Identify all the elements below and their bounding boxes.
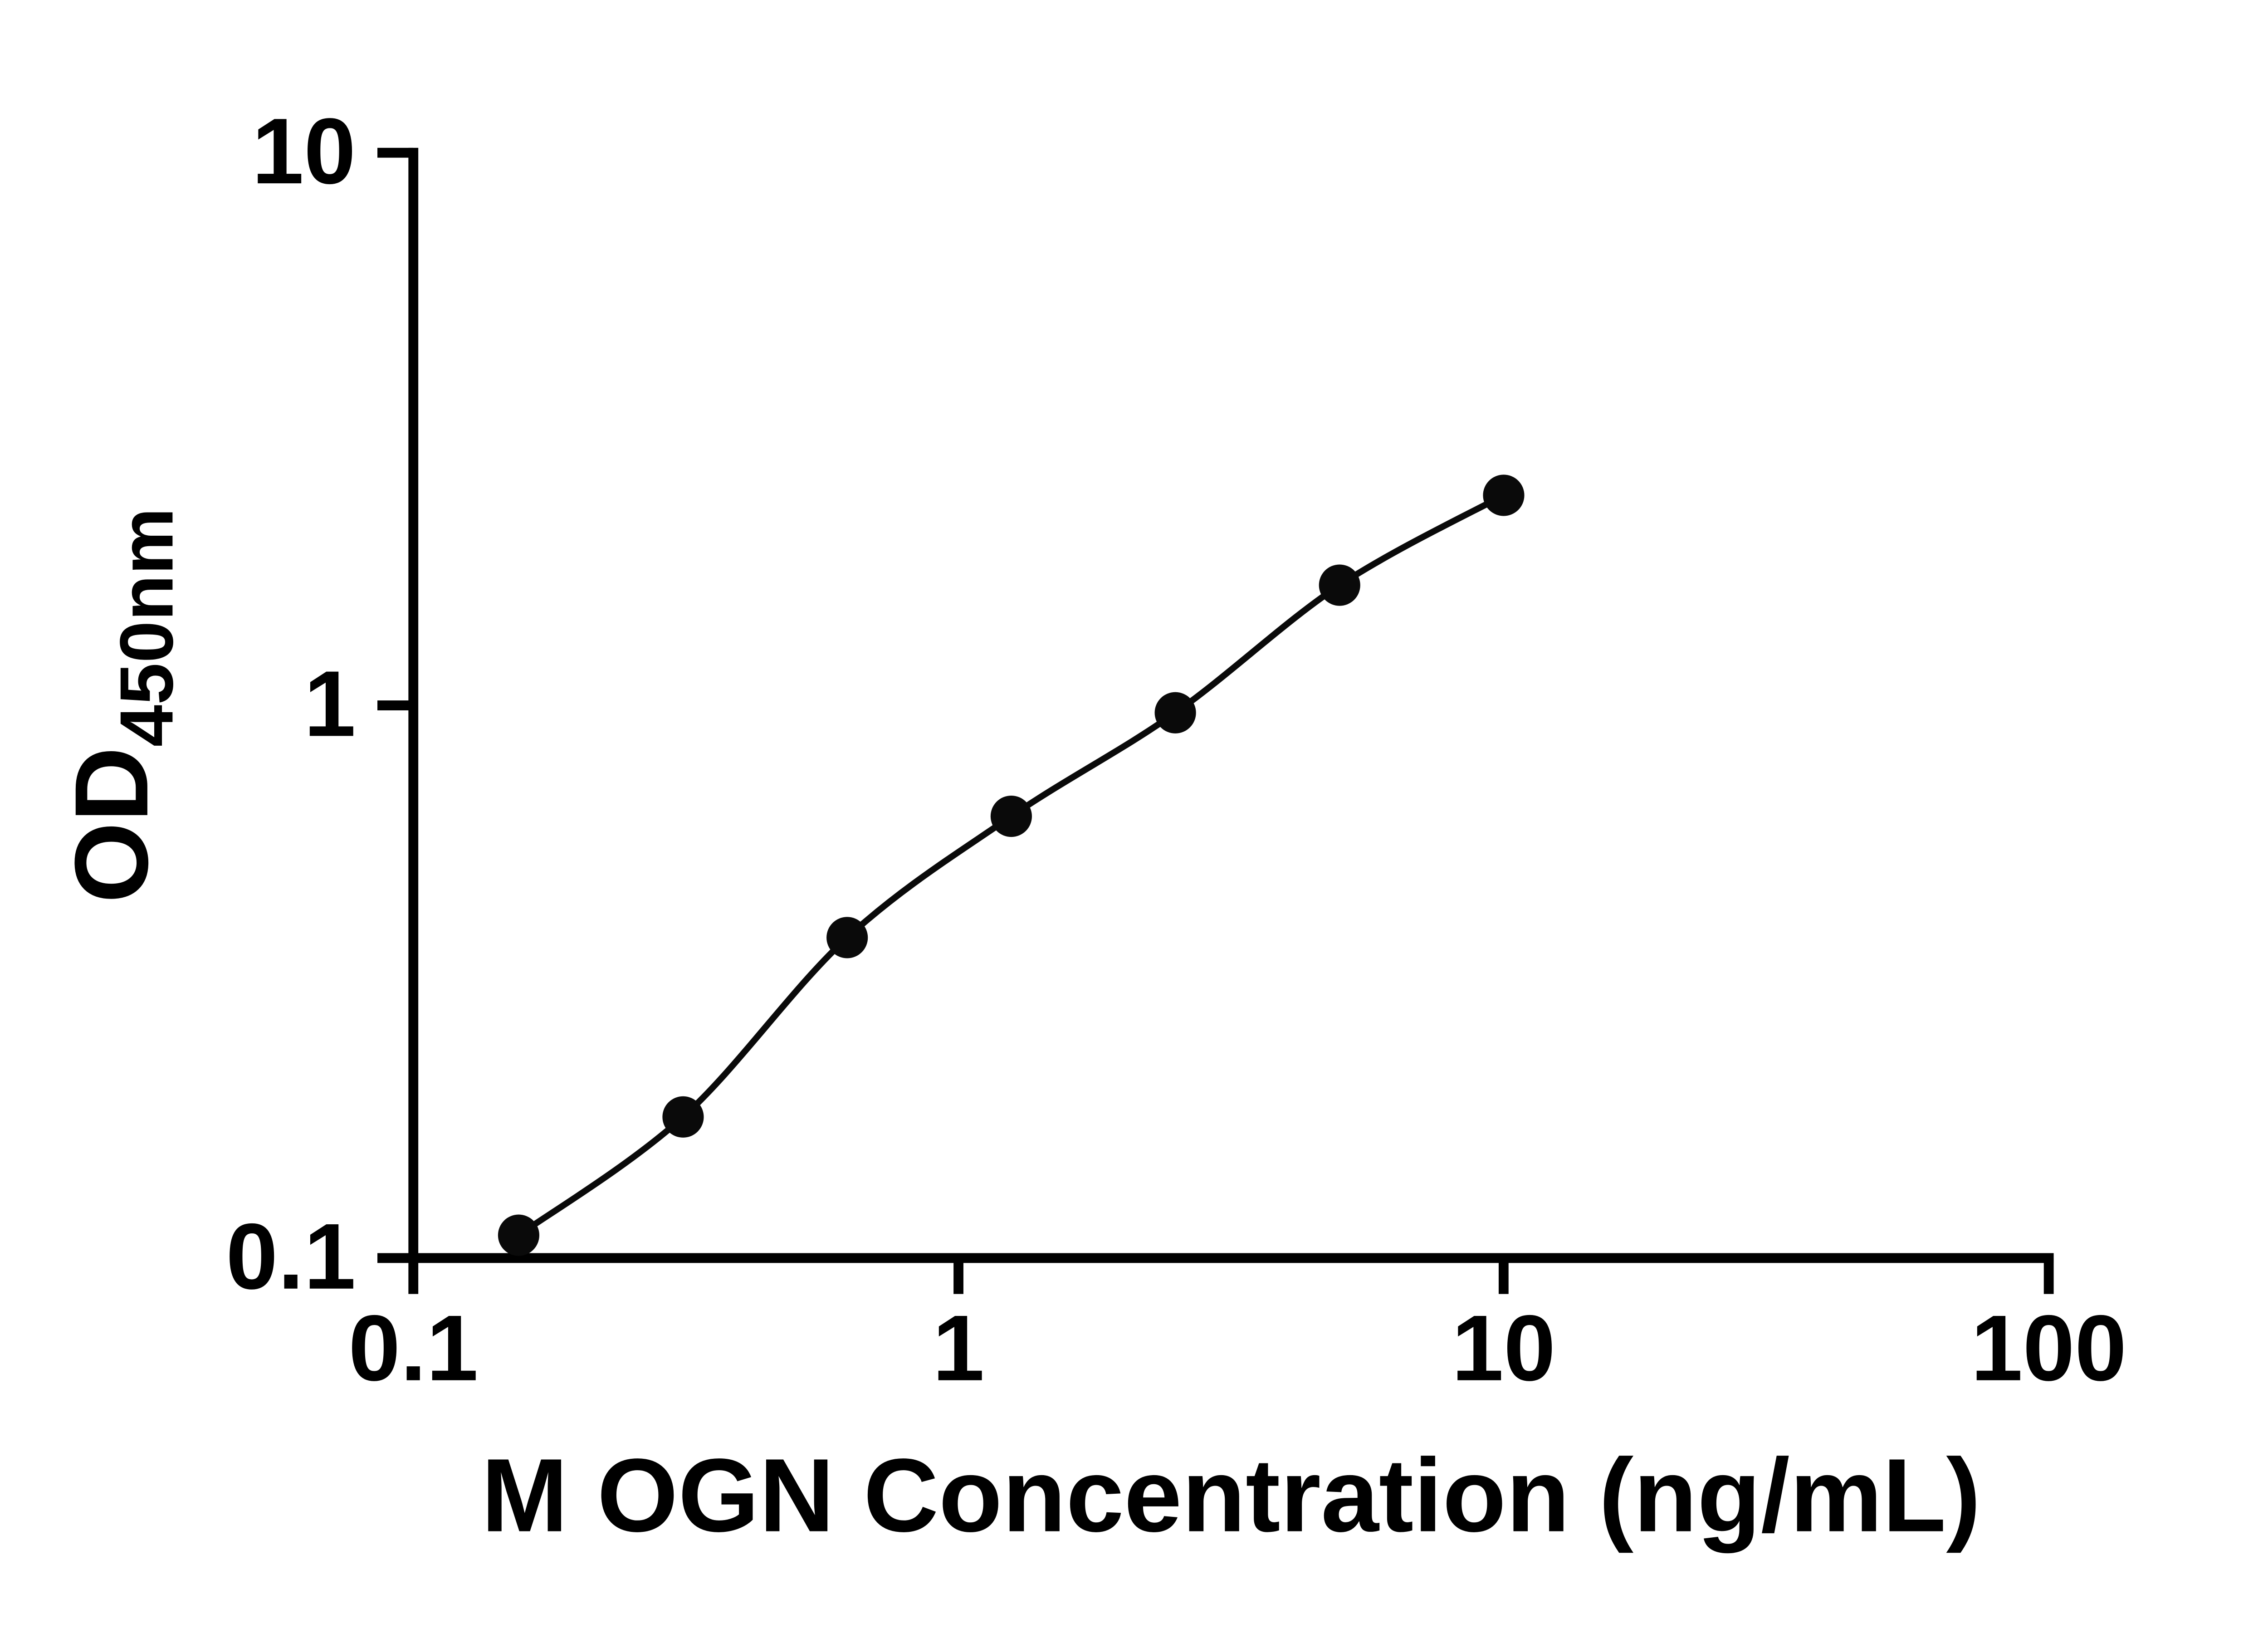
x-tick-label: 1: [933, 1296, 985, 1400]
data-point: [990, 795, 1032, 837]
y-axis-title: OD450nm: [53, 508, 189, 903]
data-point: [662, 1096, 704, 1138]
data-point: [1154, 692, 1196, 733]
data-point: [1483, 474, 1525, 516]
y-tick-label: 1: [304, 651, 356, 756]
y-tick-label: 0.1: [226, 1204, 356, 1309]
y-tick-label: 10: [252, 98, 356, 203]
data-point: [498, 1214, 539, 1256]
x-tick-label: 100: [1971, 1296, 2127, 1400]
x-tick-label: 10: [1452, 1296, 1555, 1400]
x-axis-title: M OGN Concentration (ng/mL): [481, 1437, 1981, 1554]
x-tick-label: 0.1: [348, 1296, 478, 1400]
data-point: [1319, 564, 1360, 606]
data-point: [826, 917, 868, 958]
